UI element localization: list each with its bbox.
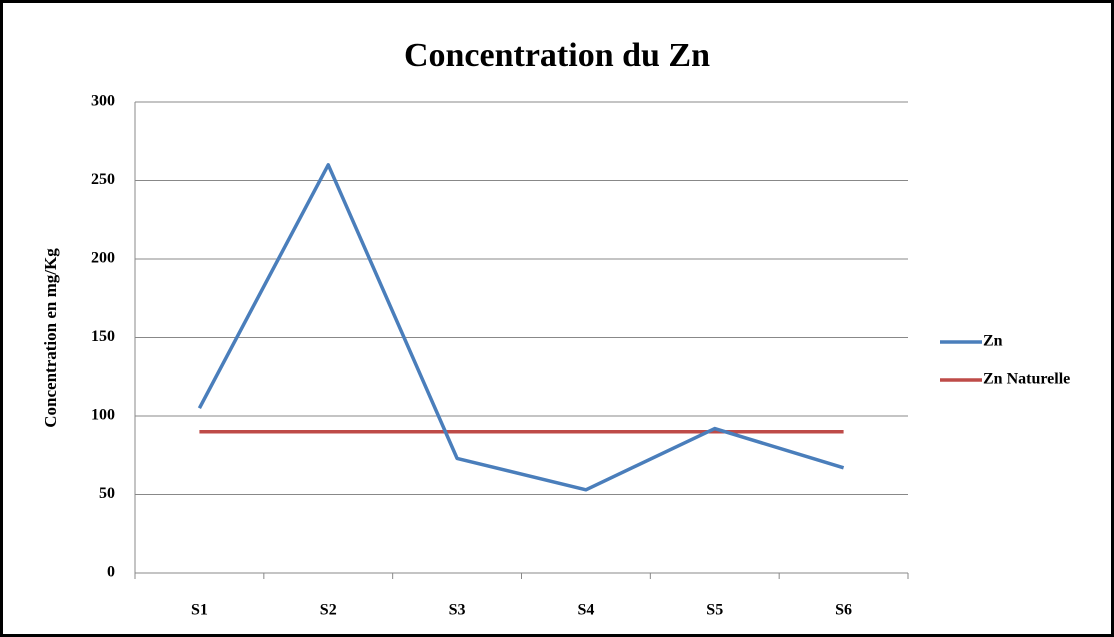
y-tick-label: 50 [99,485,115,502]
chart-title: Concentration du Zn [404,37,710,74]
x-tick-label: S4 [577,602,594,619]
y-tick-label: 0 [107,564,115,581]
series-line [197,163,845,492]
y-tick-label: 150 [91,328,115,345]
y-axis-label: Concentration en mg/Kg [41,248,60,428]
legend-label: Zn [983,333,1003,350]
x-tick-label: S1 [191,602,208,619]
x-tick-label: S2 [320,602,337,619]
x-tick-label: S5 [706,602,723,619]
x-tick-label: S3 [449,602,466,619]
y-tick-label: 100 [91,407,115,424]
legend-label: Zn Naturelle [983,371,1070,388]
y-tick-label: 200 [91,250,115,267]
x-tick-label: S6 [835,602,852,619]
y-tick-label: 250 [91,171,115,188]
y-tick-label: 300 [91,93,115,110]
